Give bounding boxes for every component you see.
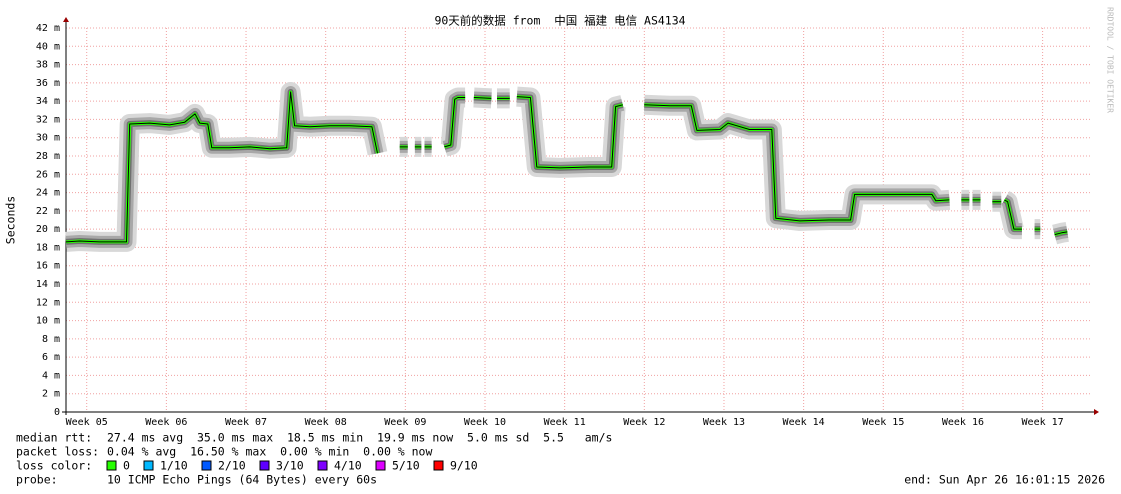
y-axis-label: Seconds (4, 196, 18, 244)
loss-color-swatch (106, 460, 117, 471)
y-tick-label: 0 (54, 407, 60, 418)
y-tick-label: 36 m (36, 78, 60, 89)
stat-text: 0.04 % avg 16.50 % max 0.00 % min 0.00 %… (107, 445, 432, 459)
y-tick-label: 30 m (36, 133, 60, 144)
loss-color-swatch (433, 460, 444, 471)
x-tick-label: Week 09 (384, 417, 426, 428)
y-tick-label: 10 m (36, 316, 60, 327)
loss-color-swatch (259, 460, 270, 471)
loss-color-label: 9/10 (450, 459, 478, 473)
y-tick-label: 26 m (36, 169, 60, 180)
x-tick-label: Week 13 (703, 417, 745, 428)
y-tick-label: 6 m (42, 352, 60, 363)
stat-label: packet loss: (16, 445, 99, 459)
probe-label: probe: (16, 473, 58, 487)
probe-text: 10 ICMP Echo Pings (64 Bytes) every 60s (107, 473, 377, 487)
y-tick-label: 42 m (36, 23, 60, 34)
x-tick-label: Week 16 (942, 417, 984, 428)
stat-label: median rtt: (16, 431, 92, 445)
y-tick-label: 40 m (36, 41, 60, 52)
loss-color-label: 1/10 (160, 459, 188, 473)
x-tick-label: Week 08 (305, 417, 347, 428)
median-line (65, 91, 1068, 243)
loss-color-label: loss color: (16, 459, 92, 473)
loss-color-swatch (143, 460, 154, 471)
loss-color-swatch (317, 460, 328, 471)
axis-arrow (1094, 409, 1099, 415)
x-tick-label: Week 15 (862, 417, 904, 428)
x-tick-label: Week 05 (66, 417, 108, 428)
loss-color-label: 0 (123, 459, 130, 473)
y-tick-label: 4 m (42, 370, 60, 381)
x-tick-label: Week 11 (544, 417, 586, 428)
y-tick-label: 16 m (36, 261, 60, 272)
loss-color-label: 3/10 (276, 459, 304, 473)
x-tick-label: Week 17 (1022, 417, 1064, 428)
y-tick-label: 12 m (36, 297, 60, 308)
watermark: RRDTOOL / TOBI OETIKER (1106, 7, 1115, 113)
y-tick-label: 34 m (36, 96, 60, 107)
x-tick-label: Week 06 (145, 417, 187, 428)
x-tick-label: Week 07 (225, 417, 267, 428)
y-tick-label: 8 m (42, 334, 60, 345)
y-tick-label: 28 m (36, 151, 60, 162)
end-time: end: Sun Apr 26 16:01:15 2026 (904, 473, 1105, 487)
y-tick-label: 20 m (36, 224, 60, 235)
y-tick-label: 24 m (36, 188, 60, 199)
chart-title: 90天前的数据 from 中国 福建 电信 AS4134 (434, 14, 685, 28)
x-tick-label: Week 12 (623, 417, 665, 428)
loss-color-label: 4/10 (334, 459, 362, 473)
y-tick-label: 32 m (36, 114, 60, 125)
x-tick-label: Week 10 (464, 417, 506, 428)
y-tick-label: 38 m (36, 60, 60, 71)
y-tick-label: 18 m (36, 242, 60, 253)
x-tick-label: Week 14 (783, 417, 825, 428)
loss-color-swatch (201, 460, 212, 471)
loss-color-label: 5/10 (392, 459, 420, 473)
axis-arrow (63, 17, 69, 22)
loss-color-swatch (375, 460, 386, 471)
y-tick-label: 14 m (36, 279, 60, 290)
stat-text: 27.4 ms avg 35.0 ms max 18.5 ms min 19.9… (107, 431, 612, 445)
y-tick-label: 2 m (42, 389, 60, 400)
y-tick-label: 22 m (36, 206, 60, 217)
loss-color-label: 2/10 (218, 459, 246, 473)
